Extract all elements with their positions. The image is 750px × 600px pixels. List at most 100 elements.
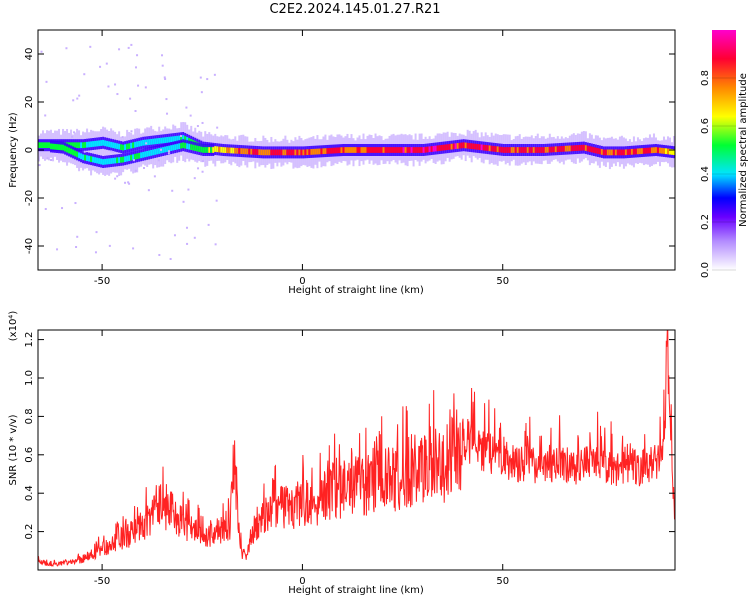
spectrogram-core-cell: [298, 149, 301, 156]
spectrogram-haze-cell: [98, 131, 101, 175]
snr-y-tick-label: 0.8: [24, 408, 35, 424]
spectrogram-core-cell: [256, 149, 259, 155]
spectrogram-core-cell: [176, 143, 179, 150]
spectrogram-core-cell: [504, 147, 507, 153]
spectrogram-core-cell: [420, 147, 423, 153]
spectrogram-core-cell: [344, 147, 347, 153]
spectrogram-core-cell: [98, 140, 101, 147]
spectrogram-speckle: [168, 150, 171, 153]
spectrogram-speckle: [167, 152, 170, 155]
spectrogram-core-cell: [110, 158, 113, 164]
spectrogram-core-cell: [228, 147, 231, 154]
spectrogram-core-cell: [78, 142, 81, 149]
spectrogram-core-cell: [562, 145, 565, 152]
spectrogram-core-cell: [90, 141, 93, 148]
spectrogram-core-cell: [110, 141, 113, 148]
spectrogram-core-cell: [222, 147, 225, 153]
spectrogram-core-cell: [516, 147, 519, 153]
spectrogram-core-cell: [384, 147, 387, 153]
spectrogram-core-cell: [334, 147, 337, 154]
spectrogram-core-cell: [406, 147, 409, 153]
spectrogram-speckle: [160, 148, 163, 151]
spectrogram-core-cell: [266, 149, 269, 156]
spectrogram-core-cell: [592, 147, 595, 153]
colorbar-tick-label: 0.6: [700, 118, 711, 134]
spectrogram-core-cell: [594, 147, 597, 154]
spectrogram-core-cell: [578, 144, 581, 151]
spectrogram-speckle: [108, 244, 111, 247]
spectrogram-core-cell: [486, 145, 489, 151]
spectrogram-core-cell: [506, 147, 509, 153]
spectrogram-core-cell: [124, 144, 127, 150]
spectrogram-core-cell: [254, 149, 257, 155]
spectrogram-core-cell: [72, 149, 75, 156]
spectrogram-speckle: [136, 54, 139, 57]
spectrogram-core-cell: [598, 148, 601, 155]
spectrogram-core-cell: [474, 143, 477, 150]
spectrogram-speckle: [130, 130, 133, 133]
spectrogram-speckle: [197, 167, 200, 170]
spectrogram-core-cell: [138, 152, 141, 159]
spectrogram-speckle: [45, 80, 48, 83]
snr-y-tick-label: 1.0: [24, 370, 35, 386]
spectrogram-speckle: [38, 164, 41, 167]
spectrogram-core-cell: [44, 142, 47, 149]
spectrogram-core-cell: [290, 149, 293, 156]
spectrogram-core-cell: [232, 147, 235, 154]
spectrogram-core-cell: [308, 149, 311, 155]
spectrogram-core-cell: [100, 140, 103, 146]
spectrogram-core-cell: [314, 148, 317, 155]
spectrogram-core-cell: [250, 148, 253, 155]
spectrogram-core-cell: [316, 148, 319, 155]
spectrogram-core-cell: [150, 138, 153, 145]
spectrogram-y-axis-label: Frequency (Hz): [8, 112, 19, 188]
spectrogram-core-cell: [128, 143, 131, 150]
spectrogram-core-cell: [368, 147, 371, 153]
spectrogram-core-cell: [320, 148, 323, 155]
spectrogram-core-cell: [354, 147, 357, 153]
spectrogram-core-cell: [654, 147, 657, 153]
spectrogram-core-cell: [446, 144, 449, 150]
spectrogram-core-cell: [84, 154, 87, 161]
spectrogram-core-cell: [564, 145, 567, 152]
spectrogram-core-cell: [92, 141, 95, 147]
spectrogram-core-cell: [162, 137, 165, 144]
spectrogram-speckle: [44, 114, 47, 117]
spectrogram-core-cell: [112, 142, 115, 149]
spectrogram-core-cell: [612, 149, 615, 156]
spectrogram-core-cell: [360, 147, 363, 153]
spectrogram-speckle: [158, 253, 161, 256]
spectrogram-core-cell: [240, 148, 243, 154]
spectrogram-core-cell: [348, 147, 351, 153]
spectrogram-core-cell: [84, 142, 87, 148]
spectrogram-core-cell: [386, 147, 389, 153]
spectrogram-core-cell: [672, 149, 675, 156]
spectrogram-core-cell: [358, 147, 361, 153]
spectrogram-core-cell: [258, 149, 261, 156]
spectrogram-core-cell: [400, 147, 403, 153]
snr-y-tick-label: 0.4: [24, 485, 35, 501]
spectrogram-core-cell: [52, 143, 55, 150]
spectrogram-core-cell: [96, 140, 99, 147]
spectrogram-speckle: [121, 136, 124, 139]
spectrogram-core-cell: [396, 147, 399, 153]
spectrogram-core-cell: [184, 142, 187, 149]
spectrogram-core-cell: [310, 149, 313, 155]
spectrogram-speckle: [189, 114, 192, 117]
spectrogram-speckle: [164, 77, 167, 80]
spectrogram-core-cell: [662, 148, 665, 154]
spectrogram-core-cell: [140, 140, 143, 147]
spectrogram-core-cell: [378, 147, 381, 153]
spectrogram-speckle: [179, 135, 182, 138]
spectrogram-speckle: [134, 66, 137, 69]
spectrogram-core-cell: [372, 147, 375, 153]
snr-frame: [37, 329, 676, 571]
spectrogram-ticks: -50 0 50 -40 -20 0 20 40: [24, 30, 675, 287]
spectrogram-speckle: [213, 73, 216, 76]
spectrogram-core-cell: [108, 158, 111, 165]
spectrogram-core-cell: [262, 149, 265, 156]
spectrogram-core-cell: [70, 148, 73, 155]
spectrogram-core-cell: [494, 146, 497, 152]
spectrogram-core-cell: [190, 144, 193, 150]
spectrogram-core-cell: [68, 147, 71, 154]
